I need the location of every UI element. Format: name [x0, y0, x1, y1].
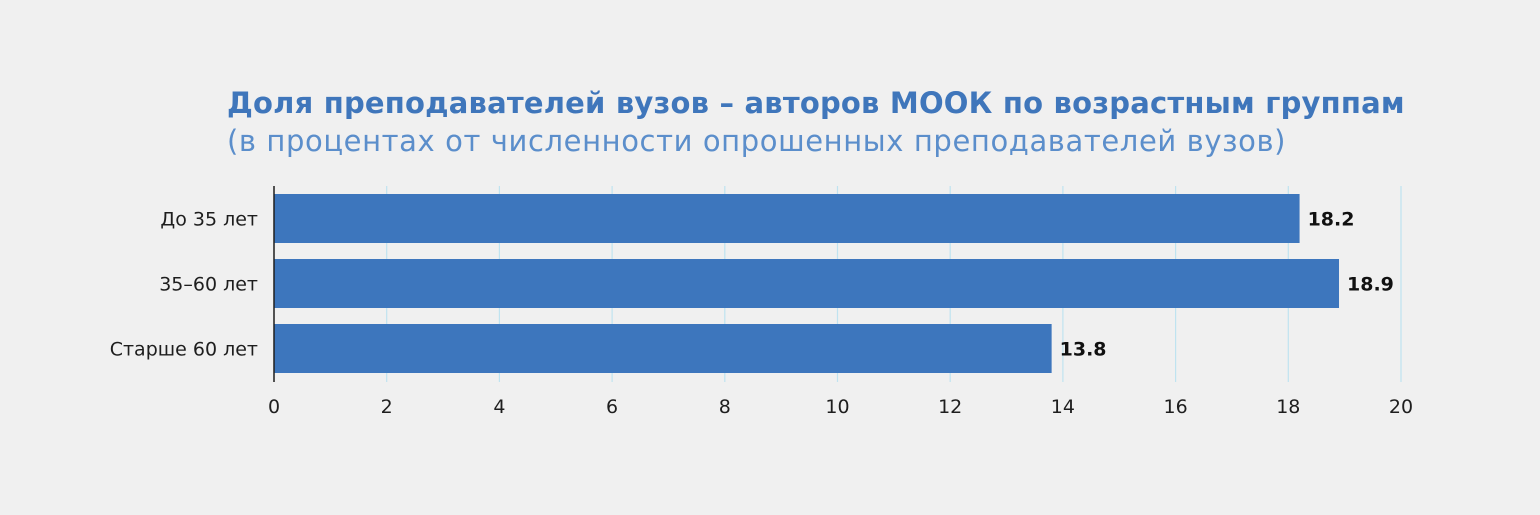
category-label: Старше 60 лет	[110, 339, 258, 361]
x-tick-label: 4	[493, 396, 505, 418]
value-label: 18.2	[1308, 209, 1355, 231]
bar	[274, 259, 1340, 308]
x-tick-label: 12	[938, 396, 962, 418]
value-label: 18.9	[1347, 274, 1394, 296]
x-tick-label: 8	[719, 396, 731, 418]
category-label: До 35 лет	[160, 209, 258, 231]
x-tick-label: 6	[606, 396, 618, 418]
x-tick-label: 16	[1164, 396, 1188, 418]
x-tick-label: 18	[1276, 396, 1300, 418]
chart-title: Доля преподавателей вузов – авторов МООК…	[227, 86, 1405, 120]
x-tick-label: 20	[1389, 396, 1413, 418]
category-label: 35–60 лет	[159, 274, 258, 296]
value-label: 13.8	[1060, 339, 1107, 361]
x-tick-label: 2	[381, 396, 393, 418]
labels: До 35 лет 18.2 35–60 лет 18.9 Старше 60 лет 1…	[110, 209, 1413, 419]
x-tick-label: 10	[825, 396, 849, 418]
bar	[274, 324, 1052, 373]
chart-subtitle: (в процентах от численности опрошенных п…	[227, 124, 1287, 158]
bars	[274, 194, 1340, 373]
x-tick-label: 14	[1051, 396, 1075, 418]
bar	[274, 194, 1300, 243]
x-tick-label: 0	[268, 396, 280, 418]
